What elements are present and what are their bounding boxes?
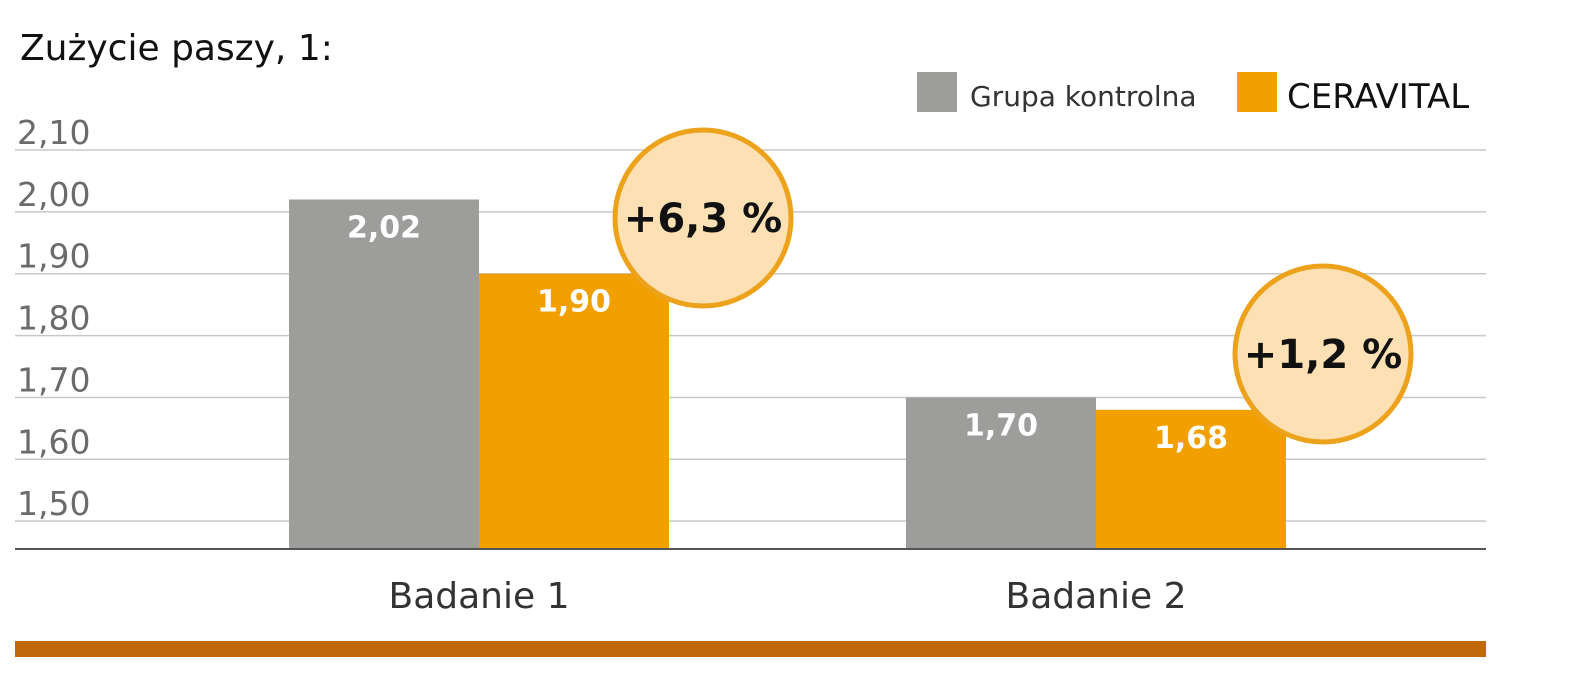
y-tick-label: 1,80 [17, 299, 90, 338]
bar [1096, 409, 1286, 549]
footer-bar [15, 641, 1486, 657]
percent-badge-label: +6,3 % [624, 196, 782, 242]
bar-value-label: 1,70 [964, 408, 1038, 443]
percent-badge [1232, 263, 1414, 445]
bar-value-label: 1,90 [537, 285, 611, 320]
category-labels: Badanie 1 Badanie 2 [389, 576, 1187, 617]
category-label: Badanie 2 [1006, 576, 1187, 617]
y-axis-tick-labels: 2,10 2,00 1,90 1,80 1,70 1,60 1,50 [17, 113, 90, 523]
y-tick-label: 1,60 [17, 422, 90, 461]
bar [906, 397, 1096, 549]
bar-value-label: 2,02 [347, 210, 421, 245]
y-tick-label: 1,70 [17, 360, 90, 399]
legend-swatch-ceravital [1237, 72, 1277, 112]
bars [289, 199, 1286, 549]
percent-badges: +6,3 % +1,2 % [612, 127, 1414, 445]
chart-title: Zużycie paszy, 1: [20, 28, 333, 69]
legend: Grupa kontrolna CERAVITAL [917, 72, 1469, 117]
bar-value-label: 1,68 [1154, 421, 1228, 456]
y-tick-label: 2,00 [17, 175, 90, 214]
percent-badge [612, 127, 794, 309]
legend-label-ceravital: CERAVITAL [1287, 77, 1469, 117]
y-tick-label: 2,10 [17, 113, 90, 152]
bar [479, 273, 669, 549]
y-tick-label: 1,90 [17, 237, 90, 276]
percent-badge-label: +1,2 % [1244, 332, 1402, 378]
legend-label-control: Grupa kontrolna [970, 80, 1197, 113]
bar [289, 199, 479, 549]
category-label: Badanie 1 [389, 576, 570, 617]
legend-swatch-control [917, 72, 957, 112]
y-tick-label: 1,50 [17, 484, 90, 523]
bar-value-labels: 2,02 1,90 1,70 1,68 [347, 210, 1228, 455]
